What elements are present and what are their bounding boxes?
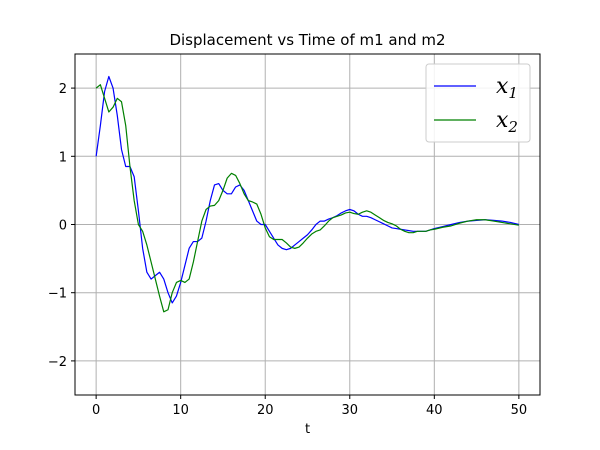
x-tick-label: 0 [92,403,100,418]
series-lines [95,75,520,313]
x-tick-label: 40 [426,403,443,418]
y-tick-label: 1 [59,150,67,165]
y-tick-label: 0 [59,219,67,234]
axis-ticks: 0 10 20 30 40 50 −2 −1 0 1 2 [48,82,527,418]
x-tick-label: 20 [257,403,274,418]
y-tick-label: −1 [48,287,67,302]
x-tick-label: 10 [172,403,189,418]
x-tick-label: 30 [341,403,358,418]
chart-title: Displacement vs Time of m1 and m2 [169,31,445,49]
x-tick-label: 50 [511,403,528,418]
x-axis-label: t [305,422,310,437]
legend-label-x1: x1 [496,74,518,102]
y-tick-label: 2 [59,82,67,97]
y-tick-label: −2 [48,355,67,370]
legend-box [425,63,531,143]
legend-label-x2: x2 [496,108,518,136]
series-line-x1 [95,75,520,304]
series-line-x2 [95,84,519,313]
